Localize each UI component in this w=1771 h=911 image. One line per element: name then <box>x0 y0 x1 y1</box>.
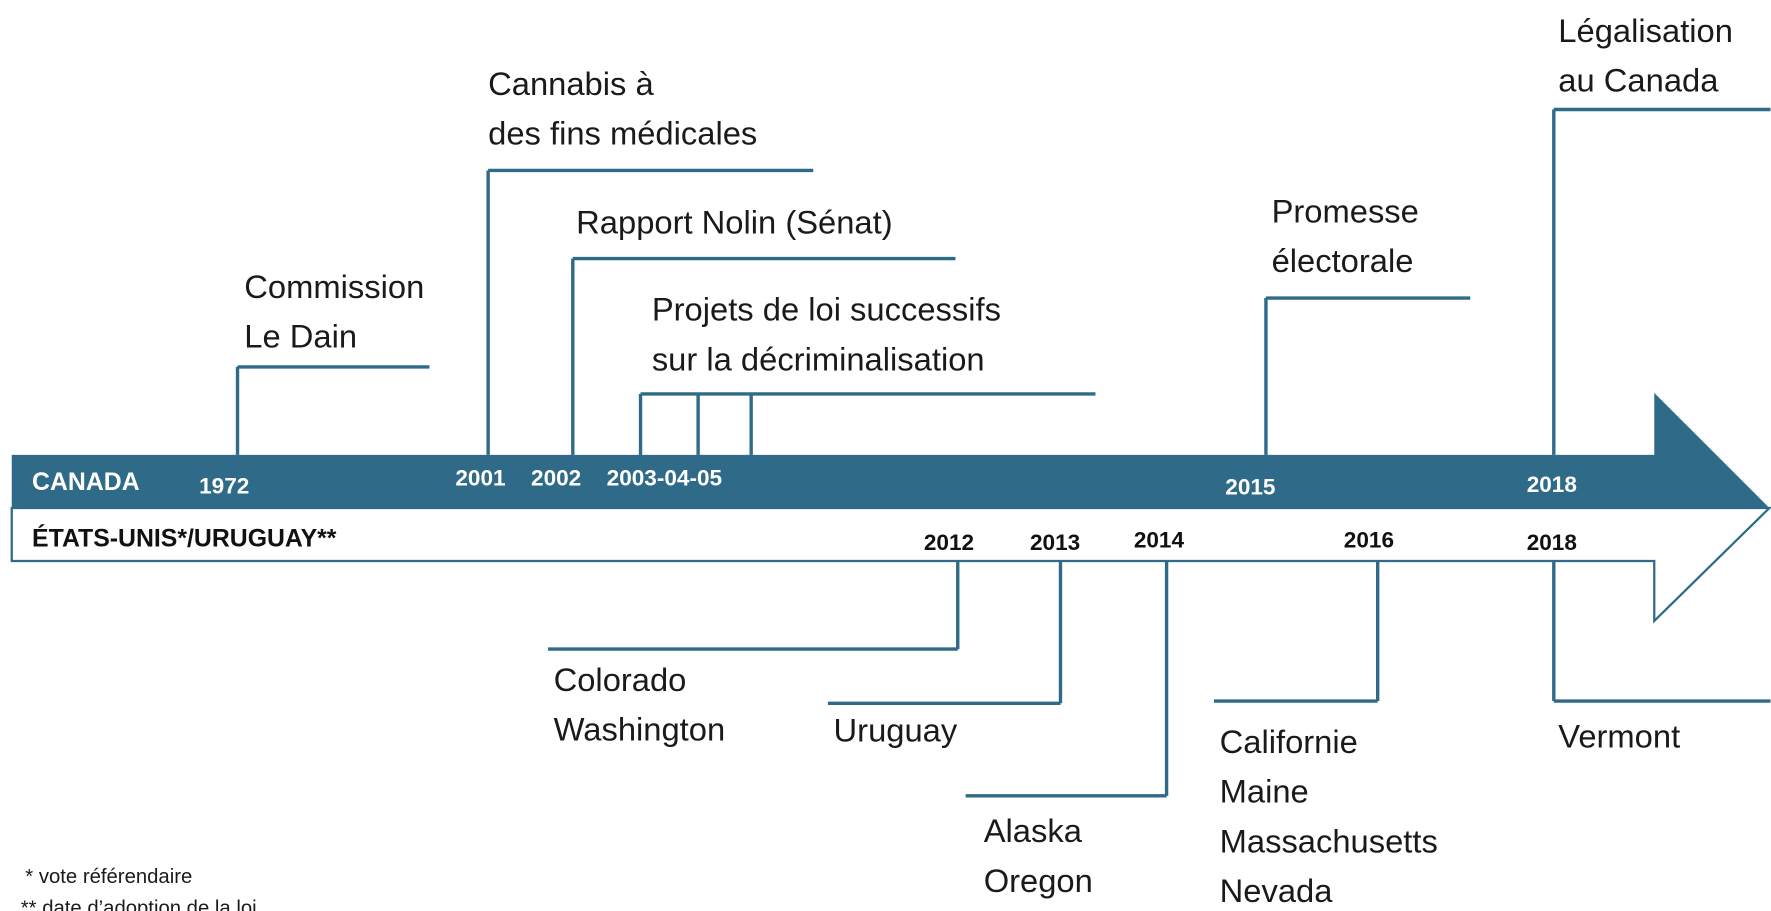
event-label: Vermont <box>1558 717 1680 754</box>
event-label: Colorado <box>554 661 687 698</box>
canada-label: CANADA <box>32 469 140 496</box>
event-year: 2012 <box>924 530 974 555</box>
footnote: ** date d’adoption de la loi <box>21 897 257 911</box>
event-year: 1972 <box>199 473 249 498</box>
event-label: Maine <box>1220 773 1309 810</box>
event-label: Washington <box>554 711 726 748</box>
event-year: 2018 <box>1527 530 1577 555</box>
event-label: Commission <box>244 268 424 305</box>
event-year: 2015 <box>1225 474 1275 499</box>
event-label: Le Dain <box>244 318 357 355</box>
event-label: Massachusetts <box>1220 822 1438 859</box>
footnote: * vote référendaire <box>25 866 192 888</box>
event-label: Promesse <box>1272 192 1419 229</box>
arrow-upper <box>11 392 1770 508</box>
event-label: Projets de loi successifs <box>652 291 1001 328</box>
event-label: Uruguay <box>834 712 958 749</box>
event-year: 2018 <box>1527 472 1577 497</box>
event-label: électorale <box>1272 242 1414 279</box>
event-label: au Canada <box>1558 61 1719 98</box>
us-label: ÉTATS-UNIS*/URUGUAY** <box>32 524 337 552</box>
event-label: Californie <box>1220 723 1358 760</box>
event-label: Nevada <box>1220 872 1334 909</box>
event-label: sur la décriminalisation <box>652 340 985 377</box>
event-label: Alaska <box>984 812 1083 849</box>
event-year: 2003-04-05 <box>607 465 722 490</box>
event-label: Oregon <box>984 862 1093 899</box>
event-year: 2001 <box>455 465 505 490</box>
event-year: 2016 <box>1344 528 1394 553</box>
event-year: 2014 <box>1134 528 1185 553</box>
event-year: 2013 <box>1030 530 1080 555</box>
event-label: Rapport Nolin (Sénat) <box>576 204 892 241</box>
event-label: Légalisation <box>1558 12 1733 49</box>
event-year: 2002 <box>531 465 581 490</box>
event-label: des fins médicales <box>488 114 757 151</box>
event-label: Cannabis à <box>488 65 654 102</box>
